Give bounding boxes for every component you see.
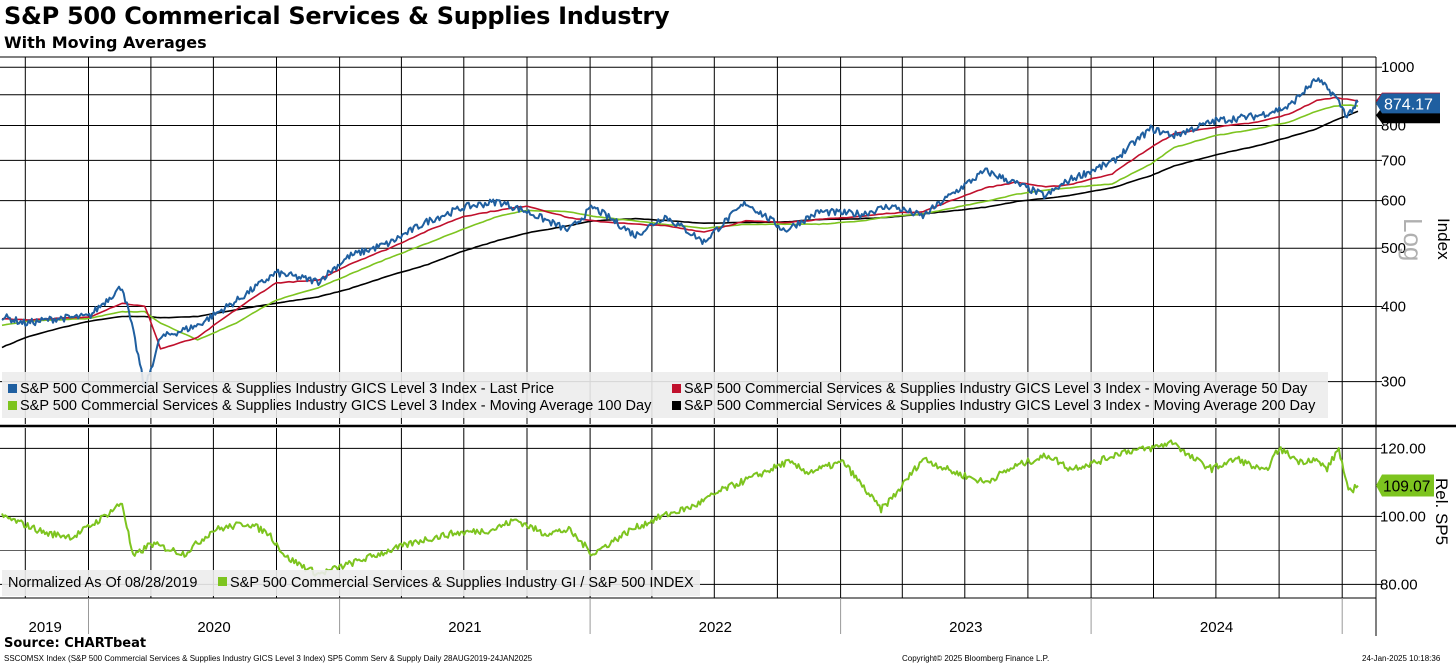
ma100-series-line [1, 104, 1359, 341]
x-year-label: 2021 [448, 619, 481, 636]
log-scale-label: Log [1398, 218, 1428, 261]
legend-last-price-label: S&P 500 Commercial Services & Supplies I… [20, 381, 554, 397]
legend-relative-label: S&P 500 Commercial Services & Supplies I… [230, 575, 694, 591]
source-note: Source: CHARTbeat [4, 636, 147, 651]
footer-timestamp: 24-Jan-2025 10:18:36 [1362, 654, 1441, 663]
bottom-panel-series [1, 439, 1359, 577]
top-ytick-label: 600 [1381, 193, 1406, 210]
tag-last-price-text: 874.17 [1384, 96, 1433, 113]
legend-ma50-label: S&P 500 Commercial Services & Supplies I… [684, 381, 1308, 397]
legend-normalized-note: Normalized As Of 08/28/2019 [8, 575, 197, 591]
panel-frames [0, 56, 1456, 636]
chart-title: S&P 500 Commerical Services & Supplies I… [4, 2, 670, 30]
bottom-ytick-label: 100.00 [1380, 508, 1426, 525]
top-ytick-label: 300 [1381, 374, 1406, 391]
footer-description: SSCOMSX Index (S&P 500 Commercial Servic… [4, 654, 533, 663]
legends: S&P 500 Commercial Services & Supplies I… [2, 372, 1328, 596]
footer-copyright: Copyright© 2025 Bloomberg Finance L.P. [902, 654, 1050, 663]
legend-ma200-label: S&P 500 Commercial Services & Supplies I… [684, 398, 1316, 414]
legend-ma100-label: S&P 500 Commercial Services & Supplies I… [20, 398, 652, 414]
legend-last-price-swatch [8, 384, 17, 393]
bottom-axis-title: Rel. SP5 [1432, 478, 1451, 545]
legend-ma200-swatch [672, 401, 681, 410]
top-panel-series [1, 77, 1359, 389]
axis-labels: 1000800700600500400300120.00100.0080.002… [29, 59, 1453, 636]
legend-relative-swatch [218, 577, 227, 586]
bottom-ytick-label: 80.00 [1380, 576, 1418, 593]
legend-ma50-swatch [672, 384, 681, 393]
top-ytick-label: 400 [1381, 299, 1406, 316]
top-panel-grid [0, 57, 1382, 424]
top-ytick-label: 700 [1381, 152, 1406, 169]
last-price-series-line [1, 77, 1359, 389]
top-ytick-label: 500 [1381, 240, 1406, 257]
legend-ma100-swatch [8, 401, 17, 410]
top-axis-title: Index [1434, 218, 1453, 260]
chart-subtitle: With Moving Averages [4, 33, 207, 52]
tag-last-price-shape [1376, 93, 1440, 114]
top-ytick-label: 1000 [1381, 59, 1414, 76]
x-year-label: 2019 [29, 619, 62, 636]
bottom-legend-box [2, 570, 700, 596]
relative-series-line [1, 439, 1359, 577]
end-value-tags: 874.17 109.07 [1376, 92, 1440, 497]
bottom-ytick-label: 120.00 [1380, 440, 1426, 457]
ma50-series-line [1, 96, 1359, 350]
x-year-label: 2024 [1200, 619, 1233, 636]
x-year-label: 2023 [949, 619, 982, 636]
top-legend-box [2, 372, 1328, 418]
x-year-label: 2020 [197, 619, 230, 636]
ma200-series-line [1, 110, 1359, 349]
tag-relative-text: 109.07 [1383, 479, 1430, 496]
x-year-label: 2022 [699, 619, 732, 636]
tag-relative-shape [1376, 474, 1434, 497]
